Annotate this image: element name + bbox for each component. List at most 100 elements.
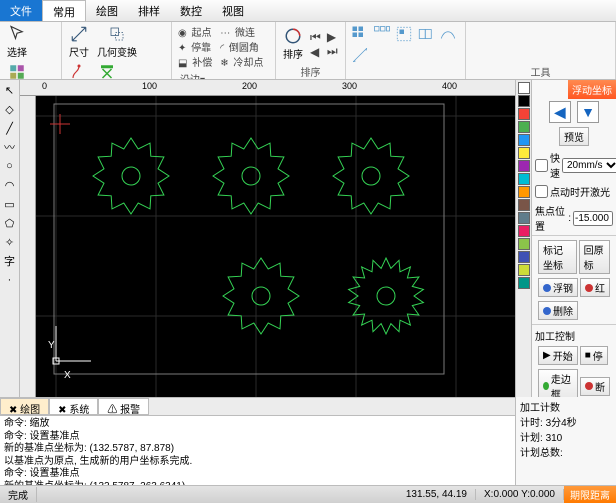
nav-next-icon[interactable]: ▶: [325, 30, 340, 44]
tool-point-icon[interactable]: ·: [2, 272, 18, 288]
break-button[interactable]: 断: [580, 377, 610, 396]
left-toolbar: ↖ ◇ ╱ 〰 ○ ◠ ▭ ⬠ ✧ 字 ·: [0, 80, 20, 397]
array2-icon[interactable]: [372, 25, 392, 43]
start-button[interactable]: ▶ 开始: [538, 346, 578, 365]
tool-node-icon[interactable]: ◇: [2, 101, 18, 117]
speed-select[interactable]: 20mm/s: [562, 158, 616, 173]
arrow-left-button[interactable]: ◀: [549, 101, 571, 123]
size-button[interactable]: 尺寸: [66, 24, 92, 60]
tool-arc-icon[interactable]: ◠: [2, 177, 18, 193]
ribbon-group-select: 选择 显示 选择: [0, 22, 62, 79]
craft-opt[interactable]: ◉ 起点: [176, 24, 216, 39]
color-swatch[interactable]: [518, 160, 530, 172]
red-button[interactable]: 红: [580, 278, 610, 297]
leadline-button[interactable]: 引线: [66, 62, 92, 80]
status-xy: X:0.000 Y:0.000: [476, 489, 564, 500]
tool-star-icon[interactable]: ✧: [2, 234, 18, 250]
color-swatch[interactable]: [518, 264, 530, 276]
tab-file[interactable]: 文件: [0, 0, 42, 21]
ribbon-group-sort: 排序 ⏮ ◀ ▶ ⏭ 排序: [276, 22, 346, 79]
array-icon[interactable]: [350, 25, 370, 43]
group-icon[interactable]: [394, 25, 414, 43]
color-swatch[interactable]: [518, 225, 530, 237]
color-swatch[interactable]: [518, 82, 530, 94]
display-button[interactable]: 显示: [4, 62, 30, 80]
float-steel-button[interactable]: 浮钢: [538, 278, 578, 297]
craft-opt[interactable]: ⋯ 微连: [218, 24, 267, 39]
log-line: 命令: 设置基准点: [4, 431, 511, 444]
tool-text-icon[interactable]: 字: [2, 253, 18, 269]
craft-opt[interactable]: ✦ 停靠: [176, 39, 216, 54]
craft-opt[interactable]: 沿边▾: [176, 71, 209, 80]
mark-coord-button[interactable]: 标记坐标: [538, 240, 577, 274]
tab-alarm[interactable]: ⚠ 报警: [98, 398, 149, 415]
arrow-down-button[interactable]: ▼: [577, 101, 599, 123]
color-swatch[interactable]: [518, 251, 530, 263]
color-swatch[interactable]: [518, 121, 530, 133]
color-swatch[interactable]: [518, 199, 530, 211]
tool-polyline-icon[interactable]: 〰: [2, 139, 18, 155]
tab-drawing[interactable]: ✖ 绘图: [0, 398, 49, 415]
stats-total: 计划总数:: [520, 444, 612, 459]
tool-circle-icon[interactable]: ○: [2, 158, 18, 174]
status-alert[interactable]: 期限距离: [564, 486, 616, 503]
craft-opt[interactable]: ⬓ 补偿: [176, 54, 216, 69]
tool-polygon-icon[interactable]: ⬠: [2, 215, 18, 231]
color-swatch[interactable]: [518, 147, 530, 159]
tool-pointer-icon[interactable]: ↖: [2, 82, 18, 98]
return-origin-button[interactable]: 回原标: [579, 240, 610, 274]
color-swatch[interactable]: [518, 134, 530, 146]
ruler-horizontal: 0 100 200 300 400: [20, 80, 515, 96]
status-ready: 完成: [0, 487, 37, 502]
tab-draw[interactable]: 绘图: [86, 0, 128, 21]
bridge-icon[interactable]: [438, 25, 458, 43]
tab-view[interactable]: 视图: [212, 0, 254, 21]
ribbon: 选择 显示 选择 尺寸 几何变换 引线 清除 几何变换 ◉ 起点 ✦ 停靠 ⬓ …: [0, 22, 616, 80]
log-line: 命令: 设置基准点: [4, 468, 511, 481]
nav-first-icon[interactable]: ⏮: [308, 30, 323, 45]
stats-plan: 计划: 310: [520, 429, 612, 444]
color-swatch[interactable]: [518, 212, 530, 224]
measure-icon[interactable]: [350, 46, 370, 64]
section-title: 加工控制: [535, 327, 613, 344]
tab-system[interactable]: ✖ 系统: [49, 398, 98, 415]
select-button[interactable]: 选择: [4, 24, 30, 60]
log-line: 新的基准点坐标为: (132.5787, 87.878): [4, 443, 511, 456]
delete-button[interactable]: 删除: [538, 301, 578, 320]
fast-checkbox[interactable]: [535, 159, 548, 172]
craft-opt[interactable]: ◜ 倒圆角: [218, 39, 267, 54]
tab-nest[interactable]: 排样: [128, 0, 170, 21]
frame-button[interactable]: 走边框: [538, 369, 578, 397]
craft-opt[interactable]: ❄ 冷却点: [218, 54, 267, 69]
color-swatch[interactable]: [518, 186, 530, 198]
sort-button[interactable]: 排序: [280, 26, 306, 62]
stop-button[interactable]: ■ 停: [580, 346, 608, 365]
laser-on-jog-checkbox[interactable]: [535, 185, 548, 198]
log-line: 以基准点为原点, 生成新的用户坐标系完成.: [4, 456, 511, 469]
viewport[interactable]: X Y: [36, 96, 515, 397]
color-swatch[interactable]: [518, 95, 530, 107]
axis-x-label: X: [64, 370, 71, 381]
clear-button[interactable]: 清除: [94, 62, 120, 80]
ribbon-group-tools: 工具: [466, 22, 616, 79]
tool-line-icon[interactable]: ╱: [2, 120, 18, 136]
tab-nc[interactable]: 数控: [170, 0, 212, 21]
color-swatch[interactable]: [518, 277, 530, 289]
tool-rect-icon[interactable]: ▭: [2, 196, 18, 212]
color-swatch[interactable]: [518, 238, 530, 250]
common-edge-icon[interactable]: [416, 25, 436, 43]
stats-title: 加工计数: [520, 399, 612, 414]
command-log: 命令: 缩放 命令: 设置基准点 新的基准点坐标为: (132.5787, 87…: [0, 415, 515, 485]
menu-bar: 文件 常用 绘图 排样 数控 视图: [0, 0, 616, 22]
tab-common[interactable]: 常用: [42, 0, 86, 21]
nav-last-icon[interactable]: ⏭: [325, 44, 340, 59]
ribbon-group-craft: ◉ 起点 ✦ 停靠 ⬓ 补偿 ⋯ 微连 ◜ 倒圆角 ❄ 冷却点 沿边▾ 工艺设置: [172, 22, 276, 79]
transform-button[interactable]: 几何变换: [94, 24, 140, 60]
color-swatch[interactable]: [518, 108, 530, 120]
preview-button[interactable]: 预览: [559, 127, 589, 146]
color-swatch[interactable]: [518, 173, 530, 185]
group-label: 工具: [470, 64, 611, 77]
nav-prev-icon[interactable]: ◀: [308, 45, 323, 59]
axis-y-label: Y: [48, 340, 55, 351]
focus-input[interactable]: [573, 211, 613, 226]
